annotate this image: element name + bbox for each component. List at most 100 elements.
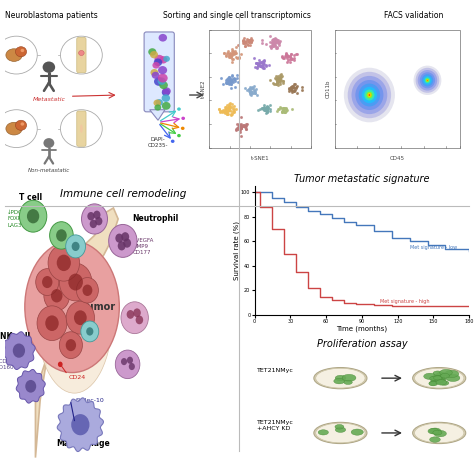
Circle shape bbox=[51, 289, 63, 302]
Circle shape bbox=[66, 235, 85, 258]
Circle shape bbox=[56, 229, 67, 242]
Circle shape bbox=[68, 273, 83, 291]
Text: T cell: T cell bbox=[19, 193, 42, 201]
Text: NK cell: NK cell bbox=[0, 332, 30, 341]
Circle shape bbox=[182, 117, 185, 120]
Circle shape bbox=[44, 138, 55, 148]
Circle shape bbox=[90, 219, 97, 228]
Ellipse shape bbox=[80, 125, 83, 133]
Ellipse shape bbox=[314, 367, 367, 389]
Ellipse shape bbox=[316, 423, 365, 443]
Ellipse shape bbox=[427, 79, 428, 81]
Circle shape bbox=[158, 73, 168, 83]
Ellipse shape bbox=[416, 68, 439, 93]
Circle shape bbox=[37, 306, 67, 340]
Circle shape bbox=[155, 99, 163, 106]
Text: TET21NMyc
+AHCY KD: TET21NMyc +AHCY KD bbox=[256, 420, 293, 431]
Ellipse shape bbox=[418, 70, 437, 91]
Ellipse shape bbox=[421, 74, 433, 86]
Text: FACS validation: FACS validation bbox=[384, 11, 443, 20]
Text: CD45: CD45 bbox=[390, 156, 405, 161]
Circle shape bbox=[16, 120, 27, 130]
Circle shape bbox=[42, 276, 53, 288]
Circle shape bbox=[342, 374, 356, 381]
Text: Non-metastatic: Non-metastatic bbox=[28, 168, 70, 173]
Circle shape bbox=[150, 69, 158, 76]
Circle shape bbox=[43, 61, 55, 73]
Circle shape bbox=[0, 110, 37, 147]
Circle shape bbox=[334, 379, 345, 384]
Circle shape bbox=[66, 339, 76, 351]
Y-axis label: Survival rate (%): Survival rate (%) bbox=[233, 221, 239, 280]
Circle shape bbox=[79, 51, 84, 55]
Circle shape bbox=[36, 269, 59, 295]
Circle shape bbox=[93, 211, 100, 219]
FancyBboxPatch shape bbox=[77, 111, 86, 146]
Circle shape bbox=[158, 66, 167, 74]
Ellipse shape bbox=[366, 92, 373, 98]
Circle shape bbox=[433, 430, 442, 435]
Circle shape bbox=[45, 315, 59, 331]
Circle shape bbox=[136, 316, 143, 324]
Circle shape bbox=[162, 87, 171, 95]
Circle shape bbox=[72, 242, 80, 251]
Title: Tumor metastatic signature: Tumor metastatic signature bbox=[294, 174, 429, 184]
Circle shape bbox=[87, 212, 95, 220]
Polygon shape bbox=[3, 332, 35, 370]
Circle shape bbox=[158, 78, 166, 85]
Circle shape bbox=[155, 55, 164, 63]
Circle shape bbox=[57, 255, 71, 271]
Circle shape bbox=[123, 239, 131, 248]
Circle shape bbox=[95, 217, 102, 226]
Circle shape bbox=[127, 357, 133, 364]
Circle shape bbox=[127, 310, 134, 319]
Circle shape bbox=[74, 310, 87, 325]
Ellipse shape bbox=[362, 87, 377, 103]
Circle shape bbox=[66, 301, 94, 334]
Circle shape bbox=[82, 285, 92, 296]
Ellipse shape bbox=[368, 94, 370, 96]
Circle shape bbox=[344, 380, 352, 385]
Text: CD24: CD24 bbox=[69, 375, 86, 380]
Circle shape bbox=[433, 371, 442, 376]
Ellipse shape bbox=[365, 90, 374, 100]
Text: CD11b: CD11b bbox=[326, 80, 331, 98]
Text: t-SNE2: t-SNE2 bbox=[201, 80, 206, 98]
Circle shape bbox=[154, 77, 164, 86]
Circle shape bbox=[50, 222, 73, 249]
Ellipse shape bbox=[426, 79, 429, 82]
Text: TET21NMyc: TET21NMyc bbox=[256, 368, 293, 373]
Ellipse shape bbox=[344, 68, 395, 122]
Circle shape bbox=[153, 62, 160, 69]
Circle shape bbox=[154, 100, 161, 106]
Circle shape bbox=[19, 200, 47, 232]
Circle shape bbox=[25, 380, 36, 392]
Circle shape bbox=[155, 105, 161, 111]
Circle shape bbox=[115, 350, 140, 379]
Circle shape bbox=[181, 126, 184, 130]
Circle shape bbox=[436, 377, 446, 382]
FancyBboxPatch shape bbox=[77, 38, 86, 73]
Circle shape bbox=[162, 94, 170, 102]
Circle shape bbox=[440, 373, 449, 378]
Ellipse shape bbox=[423, 76, 432, 85]
Circle shape bbox=[445, 370, 459, 378]
Text: t-SNE1: t-SNE1 bbox=[251, 156, 270, 161]
Ellipse shape bbox=[425, 77, 430, 83]
Circle shape bbox=[71, 414, 90, 435]
Circle shape bbox=[171, 140, 174, 143]
Circle shape bbox=[434, 376, 442, 380]
Circle shape bbox=[61, 36, 102, 74]
Circle shape bbox=[150, 51, 158, 58]
Circle shape bbox=[20, 122, 24, 126]
Text: Sorting and single cell transcriptomics: Sorting and single cell transcriptomics bbox=[163, 11, 311, 20]
Polygon shape bbox=[150, 110, 165, 120]
Ellipse shape bbox=[359, 84, 380, 106]
Ellipse shape bbox=[25, 241, 119, 372]
Circle shape bbox=[159, 56, 167, 64]
Text: ↑VEGFA
MMP9
CD177: ↑VEGFA MMP9 CD177 bbox=[132, 238, 155, 255]
Circle shape bbox=[436, 380, 447, 385]
Circle shape bbox=[446, 374, 460, 381]
Circle shape bbox=[429, 381, 438, 386]
Circle shape bbox=[440, 369, 452, 376]
